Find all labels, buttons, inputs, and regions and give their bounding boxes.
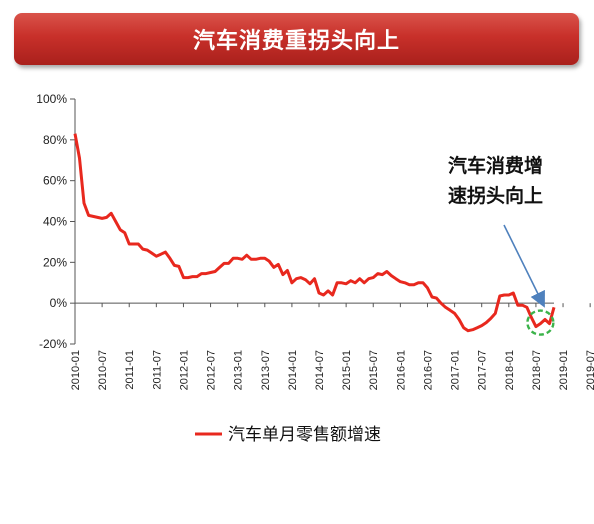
y-tick-label: 20% bbox=[43, 255, 67, 269]
x-tick-label: 2012-01 bbox=[178, 350, 190, 390]
x-tick-label: 2017-01 bbox=[450, 350, 462, 390]
series-line bbox=[73, 133, 556, 333]
y-tick-label: 60% bbox=[43, 174, 67, 188]
x-tick-label: 2010-01 bbox=[70, 350, 82, 390]
x-tick-label: 2019-01 bbox=[558, 350, 570, 390]
x-tick-label: 2016-07 bbox=[422, 350, 434, 390]
y-tick-label: 40% bbox=[43, 215, 67, 229]
y-axis: -20% 0% 20% 40% 60% 80% 100% bbox=[36, 92, 76, 351]
x-tick-label: 2012-07 bbox=[206, 350, 218, 390]
banner-title: 汽车消费重拐头向上 bbox=[192, 29, 400, 54]
y-tick-label: -20% bbox=[39, 337, 67, 351]
x-tick-label: 2019-07 bbox=[585, 350, 594, 390]
x-tick-label: 2014-07 bbox=[314, 350, 326, 390]
x-tick-label: 2015-01 bbox=[341, 350, 353, 390]
x-tick-label: 2017-07 bbox=[477, 350, 489, 390]
x-tick-label: 2013-07 bbox=[260, 350, 272, 390]
legend-label: 汽车单月零售额增速 bbox=[228, 425, 381, 445]
x-tick-label: 2013-01 bbox=[233, 350, 245, 390]
x-tick-label: 2014-01 bbox=[287, 350, 299, 390]
y-tick-label: 0% bbox=[50, 296, 68, 310]
annotation-line-1: 汽车消费增 bbox=[448, 154, 543, 177]
y-tick-label: 100% bbox=[36, 92, 67, 106]
x-tick-label: 2016-01 bbox=[395, 350, 407, 390]
y-tick-label: 80% bbox=[43, 133, 67, 147]
x-tick-label: 2018-07 bbox=[531, 350, 543, 390]
highlight-circle bbox=[526, 309, 555, 336]
x-tick-label: 2011-07 bbox=[151, 350, 163, 390]
x-tick-label: 2015-07 bbox=[368, 350, 380, 390]
x-tick-label: 2018-01 bbox=[504, 350, 516, 390]
plot-area bbox=[73, 133, 556, 333]
annotation-arrow bbox=[503, 224, 545, 308]
x-tick-label: 2010-07 bbox=[97, 350, 109, 390]
x-axis: 2010-01 2010-07 2011-01 2011-07 2012-01 2012-… bbox=[70, 302, 594, 390]
x-tick-label: 2011-01 bbox=[124, 350, 136, 390]
annotation-line-2: 速拐头向上 bbox=[448, 184, 543, 207]
title-banner: 汽车消费重拐头向上 bbox=[14, 13, 579, 65]
